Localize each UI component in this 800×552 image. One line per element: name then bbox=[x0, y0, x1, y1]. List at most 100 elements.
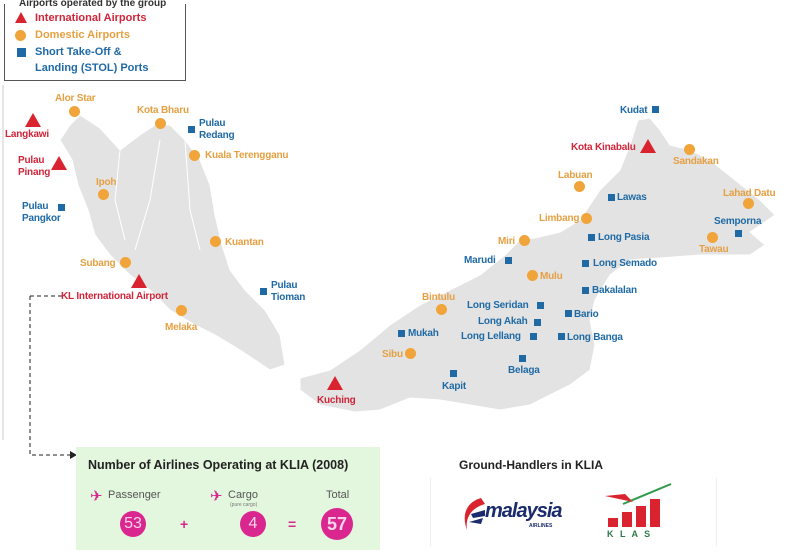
label-kuantan: Kuantan bbox=[225, 237, 264, 248]
stol-port-marker bbox=[58, 204, 65, 211]
stol-port-marker bbox=[188, 126, 195, 133]
square-icon bbox=[17, 48, 26, 57]
label-pulau-redang: Pulau bbox=[199, 118, 226, 129]
label-kota-kinabalu: Kota Kinabalu bbox=[571, 142, 636, 153]
label-kota-bharu: Kota Bharu bbox=[137, 105, 189, 116]
plane-icon: ✈ bbox=[210, 488, 223, 505]
label-long-seridan: Long Seridan bbox=[467, 300, 529, 311]
international-airport-marker bbox=[25, 113, 41, 127]
label-long-pasia: Long Pasia bbox=[598, 232, 650, 243]
label-lawas: Lawas bbox=[617, 192, 647, 203]
stol-port-marker bbox=[582, 260, 589, 267]
label-limbang: Limbang bbox=[539, 213, 580, 224]
label-pulau-tioman: Pulau bbox=[271, 280, 298, 291]
label-bakalalan: Bakalalan bbox=[592, 285, 637, 296]
cargo-count: 4 bbox=[240, 511, 266, 537]
domestic-airport-marker bbox=[155, 118, 166, 129]
label-klia: KL International Airport bbox=[61, 291, 168, 302]
label-pulau-pinang: Pulau bbox=[18, 155, 45, 166]
malaysia-airlines-logo: malaysia AIRLINES bbox=[459, 496, 563, 537]
label-bintulu: Bintulu bbox=[422, 292, 456, 303]
legend: Airports operated by the group Internati… bbox=[4, 0, 186, 81]
airlines-wordmark: AIRLINES bbox=[529, 523, 553, 529]
klas-bars-icon bbox=[605, 483, 672, 527]
ground-handlers-logos: malaysia AIRLINES K L A S bbox=[430, 478, 717, 546]
label-pulau-redang-2: Redang bbox=[199, 130, 235, 141]
klas-wordmark: K L A S bbox=[607, 529, 651, 539]
plus-sign: + bbox=[180, 516, 189, 532]
domestic-airport-marker bbox=[519, 235, 530, 246]
stol-port-marker bbox=[505, 257, 512, 264]
domestic-airport-marker bbox=[189, 150, 200, 161]
klas-logo: K L A S bbox=[603, 482, 673, 539]
circle-icon bbox=[15, 30, 26, 41]
domestic-airport-marker bbox=[581, 213, 592, 224]
passenger-label: Passenger bbox=[108, 489, 161, 501]
label-belaga: Belaga bbox=[508, 365, 540, 376]
label-long-banga: Long Banga bbox=[567, 332, 623, 343]
label-kapit: Kapit bbox=[442, 381, 467, 392]
domestic-airport-marker bbox=[405, 348, 416, 359]
domestic-airport-marker bbox=[743, 198, 754, 209]
label-alor-star: Alor Star bbox=[55, 93, 96, 104]
international-airport-marker bbox=[327, 376, 343, 390]
international-airport-marker bbox=[51, 156, 67, 170]
stol-port-marker bbox=[608, 194, 615, 201]
legend-stol-line1: Short Take-Off & bbox=[35, 46, 122, 58]
kite-logo-icon bbox=[464, 498, 485, 530]
domestic-airport-marker bbox=[120, 257, 131, 268]
equals-sign: = bbox=[288, 516, 297, 532]
domestic-airport-marker bbox=[436, 304, 447, 315]
domestic-airport-marker bbox=[707, 232, 718, 243]
total-label: Total bbox=[326, 489, 350, 501]
stol-port-marker bbox=[530, 333, 537, 340]
label-sandakan: Sandakan bbox=[673, 156, 719, 167]
stol-port-marker bbox=[260, 288, 267, 295]
stol-port-marker bbox=[558, 333, 565, 340]
stol-port-marker bbox=[537, 302, 544, 309]
stol-port-marker bbox=[582, 287, 589, 294]
legend-title: Airports operated by the group bbox=[19, 0, 167, 9]
domestic-airport-marker bbox=[98, 189, 109, 200]
domestic-airport-marker bbox=[684, 144, 695, 155]
label-mukah: Mukah bbox=[408, 328, 439, 339]
domestic-airport-marker bbox=[176, 305, 187, 316]
legend-stol-line2: Landing (STOL) Ports bbox=[35, 62, 149, 74]
label-pulau-tioman-2: Tioman bbox=[271, 292, 306, 303]
label-kudat: Kudat bbox=[620, 105, 648, 116]
label-melaka: Melaka bbox=[165, 322, 198, 333]
stol-port-marker bbox=[450, 370, 457, 377]
stol-port-marker bbox=[398, 330, 405, 337]
label-long-akah: Long Akah bbox=[478, 316, 528, 327]
cargo-label: Cargo bbox=[228, 489, 258, 501]
stol-port-marker bbox=[519, 355, 526, 362]
label-pulau-pangkor-2: Pangkor bbox=[22, 213, 61, 224]
domestic-airport-marker bbox=[527, 270, 538, 281]
klia-airlines-panel: Number of Airlines Operating at KLIA (20… bbox=[76, 447, 380, 550]
international-airport-marker bbox=[640, 139, 656, 153]
label-tawau: Tawau bbox=[699, 244, 729, 255]
label-marudi: Marudi bbox=[464, 255, 496, 266]
domestic-airport-marker bbox=[574, 181, 585, 192]
label-kuala-terengganu: Kuala Terengganu bbox=[205, 150, 289, 161]
label-long-semado: Long Semado bbox=[593, 258, 657, 269]
stol-port-marker bbox=[565, 310, 572, 317]
handlers-title: Ground-Handlers in KLIA bbox=[459, 458, 603, 472]
connector-dashed-line bbox=[29, 296, 70, 456]
international-airport-marker bbox=[131, 274, 147, 288]
domestic-airport-marker bbox=[210, 236, 221, 247]
panel-title: Number of Airlines Operating at KLIA (20… bbox=[88, 458, 349, 472]
label-semporna: Semporna bbox=[714, 216, 762, 227]
malaysia-wordmark: malaysia bbox=[485, 500, 563, 522]
label-mulu: Mulu bbox=[540, 271, 563, 282]
label-lahad-datu: Lahad Datu bbox=[723, 188, 776, 199]
legend-international: International Airports bbox=[35, 12, 147, 24]
cargo-note: (pure cargo) bbox=[230, 502, 258, 508]
label-pulau-pangkor: Pulau bbox=[22, 201, 49, 212]
label-subang: Subang bbox=[80, 258, 116, 269]
label-langkawi: Langkawi bbox=[5, 129, 49, 140]
label-long-lellang: Long Lellang bbox=[461, 331, 521, 342]
label-kuching: Kuching bbox=[317, 395, 356, 406]
label-bario: Bario bbox=[574, 309, 599, 320]
label-sibu: Sibu bbox=[382, 349, 403, 360]
